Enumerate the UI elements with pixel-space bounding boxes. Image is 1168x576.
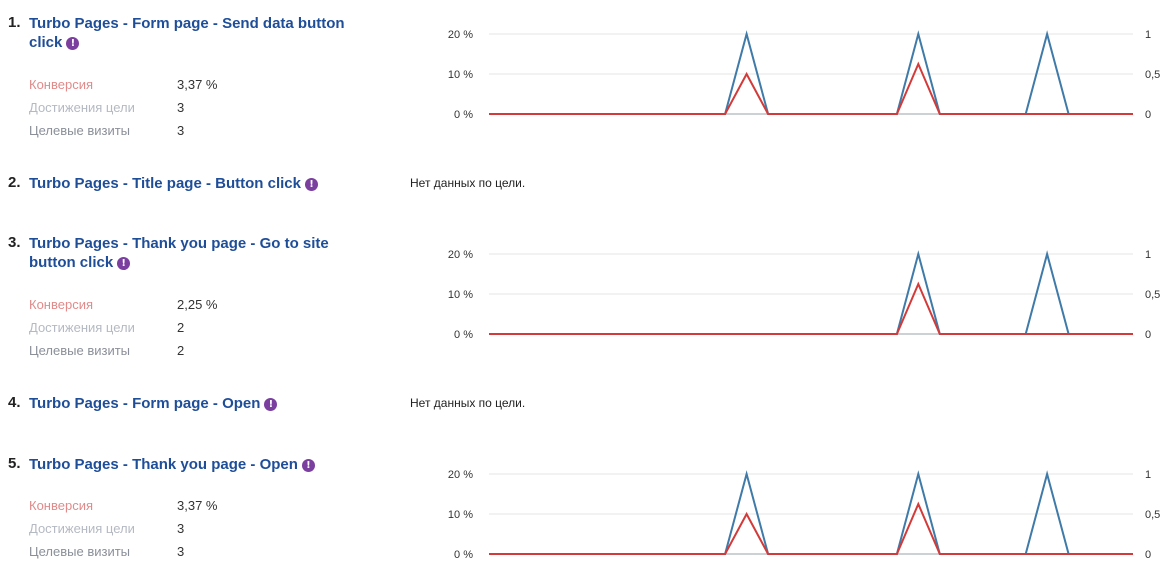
goal-item: 3. Turbo Pages - Thank you page - Go to … [0,234,1168,364]
metric-row-reaches: Достижения цели 2 [29,320,329,338]
metric-label: Целевые визиты [29,544,131,559]
no-data-message: Нет данных по цели. [410,176,526,190]
warning-icon[interactable]: ! [117,257,131,270]
metric-value: 2 [177,320,185,335]
left-tick-label: 0 % [454,109,473,121]
goal-item: 2. Turbo Pages - Title page - Button cli… [0,174,1168,204]
right-tick-label: 0 [1145,109,1151,121]
left-tick-label: 20 % [448,469,473,481]
goal-title-text[interactable]: Turbo Pages - Form page - Send data butt… [29,15,345,51]
metric-label: Конверсия [29,297,94,312]
metric-value: 3 [177,123,185,138]
right-tick-label: 0,5 [1145,69,1160,81]
metric-label: Достижения цели [29,521,135,536]
metric-row-conversion: Конверсия 3,37 % [29,77,329,95]
right-tick-label: 0 [1145,329,1151,341]
left-tick-label: 10 % [448,289,473,301]
right-tick-label: 0 [1145,549,1151,561]
goal-item: 5. Turbo Pages - Thank you page - Open! … [0,455,1168,576]
metric-value: 3,37 % [177,77,218,92]
left-tick-label: 20 % [448,29,473,41]
metric-label: Конверсия [29,77,94,92]
metric-label: Достижения цели [29,100,135,115]
right-tick-label: 1 [1145,29,1151,41]
metric-row-conversion: Конверсия 2,25 % [29,297,329,315]
goal-number: 1. [8,14,21,31]
metric-value: 3 [177,521,185,536]
goal-chart[interactable]: 20 % 10 % 0 % 1 0,5 0 [400,249,1168,350]
left-tick-label: 0 % [454,329,473,341]
left-tick-label: 20 % [448,249,473,261]
goal-title-link[interactable]: Turbo Pages - Thank you page - Open! [29,455,374,474]
metric-row-visits: Целевые визиты 2 [29,343,329,361]
metric-value: 3 [177,544,185,559]
metric-value: 3 [177,100,185,115]
warning-icon[interactable]: ! [264,398,278,411]
conversion-series-line [489,281,1133,335]
goal-title-text[interactable]: Turbo Pages - Thank you page - Open [29,456,298,473]
metric-label: Целевые визиты [29,123,131,138]
goal-item: 4. Turbo Pages - Form page - Open! Нет д… [0,394,1168,424]
metric-value: 2,25 % [177,297,218,312]
metric-label: Целевые визиты [29,343,131,358]
warning-icon[interactable]: ! [304,178,318,191]
right-tick-label: 1 [1145,469,1151,481]
metric-row-reaches: Достижения цели 3 [29,521,329,539]
warning-icon[interactable]: ! [301,459,315,472]
left-tick-label: 10 % [448,509,473,521]
goal-title-link[interactable]: Turbo Pages - Title page - Button click! [29,174,374,193]
warning-icon[interactable]: ! [66,37,80,50]
metric-row-conversion: Конверсия 3,37 % [29,498,329,516]
left-tick-label: 0 % [454,549,473,561]
goal-title-link[interactable]: Turbo Pages - Form page - Open! [29,394,374,413]
goal-number: 4. [8,394,21,411]
conversion-series-line [489,61,1133,115]
goal-chart[interactable]: 20 % 10 % 0 % 1 0,5 0 [400,29,1168,130]
goal-number: 2. [8,174,21,191]
conversion-series-line [489,501,1133,555]
right-tick-label: 0,5 [1145,289,1160,301]
metric-value: 2 [177,343,185,358]
goal-title-link[interactable]: Turbo Pages - Form page - Send data butt… [29,14,374,52]
goal-item: 1. Turbo Pages - Form page - Send data b… [0,14,1168,144]
metric-value: 3,37 % [177,498,218,513]
goal-title-text[interactable]: Turbo Pages - Thank you page - Go to sit… [29,235,329,271]
goal-title-link[interactable]: Turbo Pages - Thank you page - Go to sit… [29,234,374,272]
metric-label: Конверсия [29,498,94,513]
right-tick-label: 1 [1145,249,1151,261]
metric-label: Достижения цели [29,320,135,335]
goal-title-text[interactable]: Turbo Pages - Title page - Button click [29,175,301,192]
metric-row-visits: Целевые визиты 3 [29,544,329,562]
goal-number: 3. [8,234,21,251]
goal-chart[interactable]: 20 % 10 % 0 % 1 0,5 0 [400,469,1168,570]
goal-number: 5. [8,455,21,472]
goal-title-text[interactable]: Turbo Pages - Form page - Open [29,395,261,412]
metric-row-reaches: Достижения цели 3 [29,100,329,118]
right-tick-label: 0,5 [1145,509,1160,521]
metric-row-visits: Целевые визиты 3 [29,123,329,141]
left-tick-label: 10 % [448,69,473,81]
no-data-message: Нет данных по цели. [410,396,526,410]
